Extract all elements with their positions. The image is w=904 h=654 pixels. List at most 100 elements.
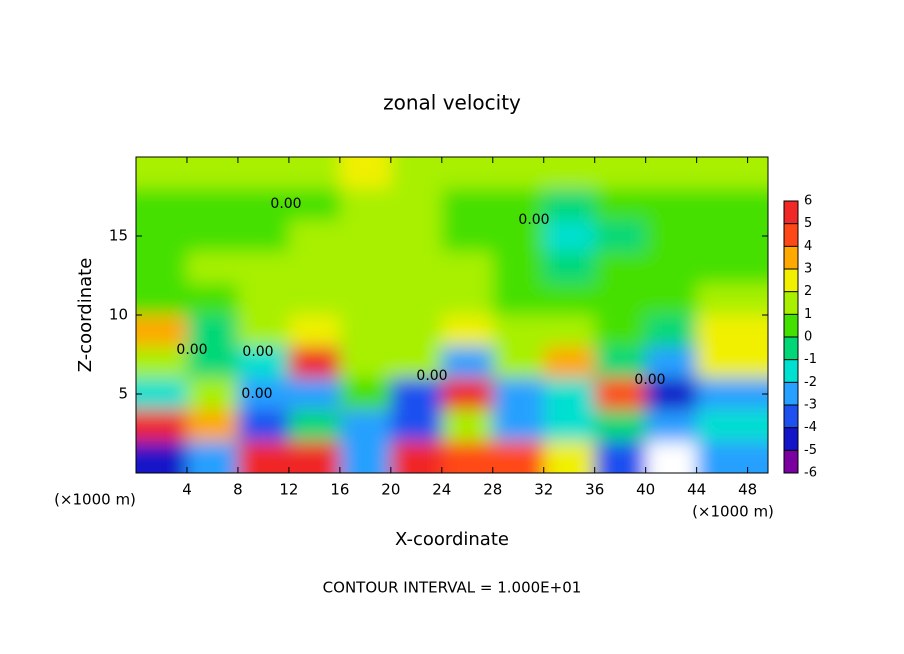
cell [186,441,239,473]
contour-label: 0.00 [241,386,272,402]
y-tick-label: 15 [109,227,128,245]
cell [186,220,239,253]
cell [237,188,290,222]
cell [288,409,341,443]
cell [492,378,545,411]
colorbar-label: 1 [804,307,812,322]
cell [136,157,188,190]
x-tick-label: 44 [687,481,706,499]
cell [237,220,290,253]
cell [186,283,239,316]
x-axis-label: X-coordinate [395,529,509,550]
cell [441,346,494,380]
cell [136,220,188,253]
cell [492,346,545,380]
cell [543,441,596,473]
colorbar-swatch [784,291,798,315]
x-tick-label: 20 [381,481,400,499]
cell [288,220,341,253]
y-tick-label: 5 [118,385,128,403]
cell [492,441,545,473]
cell [136,251,188,285]
x-tick-label: 12 [279,481,298,499]
cell [186,251,239,285]
cell [186,157,239,190]
cell [390,220,443,253]
colorbar-swatch [784,201,798,224]
cell [543,283,596,316]
cell [136,188,188,222]
contour-label: 0.00 [242,344,273,360]
colorbar-label: 6 [804,194,812,209]
cell [645,346,698,380]
cell [543,188,596,222]
cell [645,283,698,316]
colorbar-label: -4 [804,420,817,435]
cell [645,441,698,473]
cell [136,346,188,380]
contour-label: 0.00 [416,368,447,384]
cell [594,346,647,380]
colorbar-label: -5 [804,443,817,458]
colorbar-swatch [784,359,798,383]
cell [237,378,290,411]
cell [136,283,188,316]
cell [136,441,188,473]
cell [339,441,392,473]
cell [441,157,494,190]
cell [186,378,239,411]
cell [594,315,647,348]
cell [594,409,647,443]
colorbar-label: -6 [804,466,817,481]
cell [492,188,545,222]
contour-label: 0.00 [634,372,665,388]
colorbar-label: -3 [804,398,817,413]
cell [136,315,188,348]
footer: CONTOUR INTERVAL = 1.000E+01 [323,579,582,597]
cell [645,188,698,222]
x-tick-label: 36 [585,481,604,499]
cell [543,409,596,443]
cell [390,157,443,190]
contour-label: 0.00 [270,196,301,212]
colorbar-swatch [784,223,798,247]
cell [339,251,392,285]
cell [390,378,443,411]
cell [645,409,698,443]
cell [594,441,647,473]
cell [390,251,443,285]
colorbar-swatch [784,314,798,337]
cell [339,157,392,190]
x-unit: (×1000 m) [692,503,774,521]
cell [288,251,341,285]
cell [594,283,647,316]
cell [186,346,239,380]
cell [186,188,239,222]
cell [645,157,698,190]
cell [237,346,290,380]
cell [288,441,341,473]
cell [696,157,768,190]
cell [390,346,443,380]
cell [441,188,494,222]
cell [441,251,494,285]
cell [390,315,443,348]
cell [390,441,443,473]
colorbar-label: 4 [804,239,812,254]
cell [136,409,188,443]
cell [594,220,647,253]
x-tick-label: 28 [483,481,502,499]
cell [136,378,188,411]
cell [237,157,290,190]
cell [696,315,768,348]
cell [696,220,768,253]
colorbar-label: -2 [804,375,817,390]
contour-label: 0.00 [176,342,207,358]
cell [543,378,596,411]
contour-label: 0.00 [518,212,549,228]
cell [543,251,596,285]
y-tick-label: 10 [109,306,128,324]
x-tick-label: 4 [182,481,192,499]
x-tick-label: 32 [534,481,553,499]
